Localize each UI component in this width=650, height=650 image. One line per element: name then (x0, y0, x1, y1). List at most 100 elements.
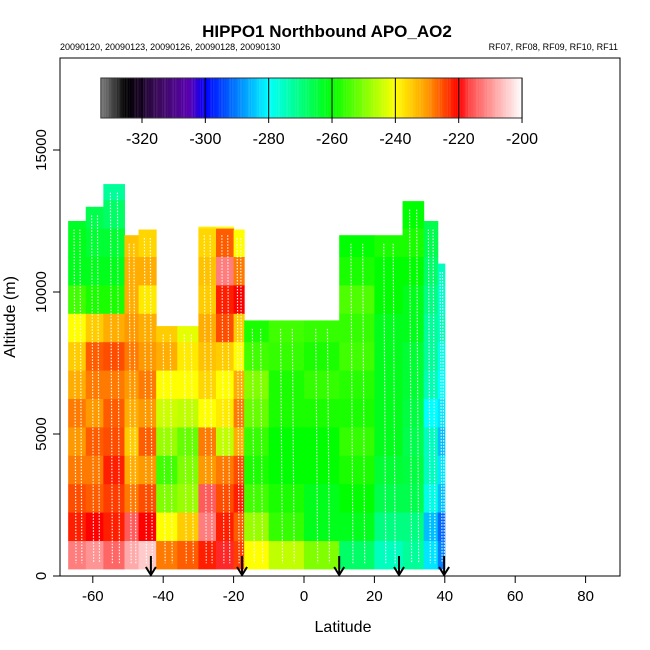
colorbar-segment (514, 78, 516, 118)
heatmap-cell (423, 483, 439, 513)
colorbar-segment (382, 78, 385, 118)
heatmap-cell (304, 341, 340, 371)
heatmap-cell (103, 184, 125, 201)
colorbar-segment (349, 78, 352, 118)
heatmap-cell (402, 512, 425, 541)
heatmap-cell (402, 370, 425, 399)
heatmap-cell (156, 512, 178, 541)
colorbar-segment (278, 78, 280, 118)
colorbar-segment (354, 78, 356, 118)
colorbar-segment (479, 78, 481, 118)
heatmap-cell (304, 512, 340, 541)
heatmap-cell (402, 455, 425, 485)
colorbar-segment (164, 78, 166, 118)
colorbar-segment (309, 78, 312, 118)
colorbar-segment (110, 78, 113, 118)
colorbar-segment (191, 78, 193, 118)
colorbar-segment (202, 78, 204, 118)
heatmap-cell (423, 256, 439, 286)
colorbar-segment (466, 78, 469, 118)
heatmap-cell (402, 201, 425, 229)
heatmap-cell (124, 284, 140, 314)
heatmap-cell (198, 313, 217, 343)
flight-track (315, 328, 319, 564)
heatmap-cell (268, 370, 305, 399)
subtitle-dates: 20090120, 20090123, 20090126, 20090128, … (60, 42, 280, 52)
y-tick-label: 5000 (33, 417, 50, 450)
colorbar-segment (314, 78, 317, 118)
flight-arrows (145, 556, 450, 577)
colorbar-segment (495, 78, 497, 118)
heatmap-cell (156, 455, 178, 485)
heatmap-cell (85, 540, 104, 570)
heatmap-cell (233, 370, 245, 399)
colorbar-segment (449, 78, 451, 118)
colorbar-segment (512, 78, 515, 118)
heatmap-cell (423, 228, 439, 257)
heatmap-cell (339, 284, 375, 314)
colorbar-segment (406, 78, 409, 118)
colorbar-segment (503, 78, 505, 118)
heatmap-cell (268, 341, 305, 371)
heatmap-cell (374, 370, 404, 399)
colorbar-segment (403, 78, 405, 118)
heatmap-cell (423, 426, 439, 456)
colorbar-segment (227, 78, 230, 118)
colorbar-segment (401, 78, 404, 118)
heatmap-cell (374, 313, 404, 343)
colorbar-segment (330, 78, 333, 118)
colorbar-segment (409, 78, 412, 118)
heatmap-cell (156, 483, 178, 513)
colorbar-segment (446, 78, 448, 118)
heatmap-cell (244, 320, 270, 343)
colorbar-segment (431, 78, 434, 118)
flight-track (383, 243, 387, 564)
colorbar-segment (203, 78, 206, 118)
colorbar-segment (491, 78, 494, 118)
colorbar-segment (515, 78, 518, 118)
heatmap-cell (402, 284, 425, 314)
heatmap-cell (138, 512, 157, 541)
heatmap-cell (68, 540, 87, 570)
colorbar-segment (195, 78, 198, 118)
heatmap-cell (124, 256, 140, 286)
colorbar-segment (173, 78, 176, 118)
colorbar-segment (165, 78, 168, 118)
colorbar-segment (176, 78, 179, 118)
heatmap-cell (437, 512, 446, 541)
heatmap-cell (85, 256, 104, 286)
heatmap-cell (85, 426, 104, 456)
heatmap-cell (374, 455, 404, 485)
colorbar-segment (232, 78, 234, 118)
arrow-head (236, 566, 248, 577)
colorbar-segment (493, 78, 496, 118)
colorbar-segment (404, 78, 407, 118)
heatmap-cell (138, 398, 157, 428)
colorbar-segment (149, 78, 152, 118)
colorbar-segment (135, 78, 138, 118)
colorbar-segment (157, 78, 160, 118)
colorbar-tick-label: -200 (506, 131, 538, 148)
heatmap-cell (177, 370, 199, 399)
colorbar-segment (134, 78, 136, 118)
heatmap-cell (138, 229, 157, 257)
heatmap-cell (198, 226, 217, 229)
colorbar-segment (235, 78, 238, 118)
heatmap-cell (233, 398, 245, 428)
colorbar-segment (313, 78, 315, 118)
flight-track (169, 334, 173, 564)
colorbar-segment (463, 78, 466, 118)
heatmap-cell (244, 426, 270, 456)
heatmap-cell (198, 256, 217, 286)
heatmap-cell (103, 512, 125, 541)
colorbar-segment (441, 78, 443, 118)
heatmap-cell (177, 540, 199, 570)
colorbar-segment (186, 78, 189, 118)
heatmap-cell (339, 341, 375, 371)
colorbar-segment (154, 78, 157, 118)
colorbar-segment (400, 78, 402, 118)
heatmap-cell (198, 341, 217, 371)
heatmap-cell (423, 370, 439, 399)
heatmap-cell (233, 540, 245, 570)
heatmap-cell (177, 326, 199, 343)
